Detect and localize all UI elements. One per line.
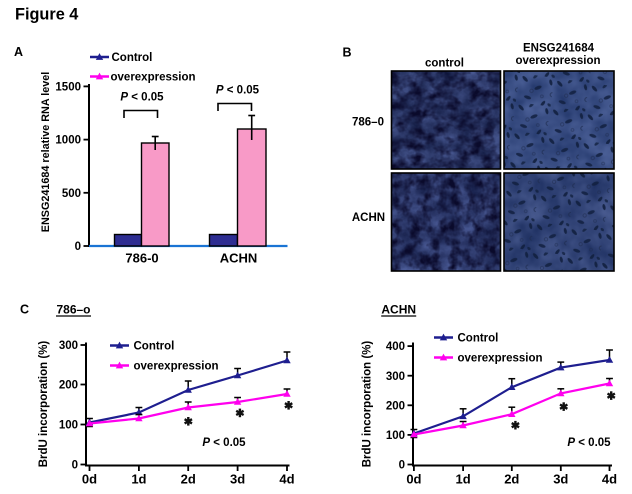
svg-text:2d: 2d	[181, 472, 196, 487]
svg-text:786–0: 786–0	[352, 117, 384, 129]
svg-text:4d: 4d	[279, 472, 294, 487]
svg-text:3d: 3d	[553, 472, 568, 487]
svg-text:A: A	[14, 45, 23, 59]
svg-text:0: 0	[75, 241, 81, 253]
svg-text:Figure 4: Figure 4	[15, 6, 78, 24]
svg-text:0d: 0d	[406, 472, 421, 487]
svg-text:P < 0.05: P < 0.05	[216, 85, 260, 97]
svg-text:overexpression: overexpression	[111, 72, 196, 84]
svg-text:0: 0	[399, 460, 405, 472]
svg-text:overexpression: overexpression	[515, 55, 600, 67]
svg-text:ACHN: ACHN	[381, 303, 416, 317]
svg-text:Control: Control	[134, 341, 175, 353]
svg-text:786-0: 786-0	[125, 251, 158, 266]
svg-text:1d: 1d	[456, 472, 471, 487]
svg-text:300: 300	[59, 340, 78, 352]
svg-text:P < 0.05: P < 0.05	[202, 437, 246, 449]
svg-text:0: 0	[72, 460, 78, 472]
svg-text:B: B	[343, 46, 352, 60]
svg-text:BrdU incorporation (%): BrdU incorporation (%)	[38, 341, 50, 468]
svg-text:200: 200	[386, 400, 405, 412]
svg-text:BrdU incorporation (%): BrdU incorporation (%)	[362, 341, 374, 468]
svg-text:ACHN: ACHN	[352, 212, 385, 224]
svg-text:overexpression: overexpression	[134, 361, 219, 373]
svg-text:ENSG241684 relative RNA level: ENSG241684 relative RNA level	[40, 72, 52, 232]
svg-text:100: 100	[59, 420, 78, 432]
svg-text:P < 0.05: P < 0.05	[567, 437, 611, 449]
svg-text:786–o: 786–o	[56, 303, 90, 317]
svg-text:400: 400	[386, 341, 405, 353]
svg-text:200: 200	[59, 380, 78, 392]
svg-text:control: control	[425, 58, 464, 70]
svg-text:1d: 1d	[131, 472, 146, 487]
svg-text:ACHN: ACHN	[220, 251, 258, 266]
svg-text:Control: Control	[112, 52, 153, 64]
svg-text:C: C	[20, 303, 29, 317]
svg-text:0d: 0d	[82, 472, 97, 487]
svg-text:overexpression: overexpression	[458, 353, 543, 365]
svg-text:ENSG241684: ENSG241684	[523, 43, 595, 55]
svg-text:4d: 4d	[602, 472, 617, 487]
svg-text:2d: 2d	[504, 472, 519, 487]
svg-text:P < 0.05: P < 0.05	[120, 92, 164, 104]
svg-text:100: 100	[386, 430, 405, 442]
svg-text:Control: Control	[458, 333, 499, 345]
svg-text:1000: 1000	[55, 135, 81, 147]
svg-text:500: 500	[62, 188, 81, 200]
svg-text:3d: 3d	[230, 472, 245, 487]
svg-text:1500: 1500	[55, 82, 81, 94]
svg-text:300: 300	[386, 371, 405, 383]
